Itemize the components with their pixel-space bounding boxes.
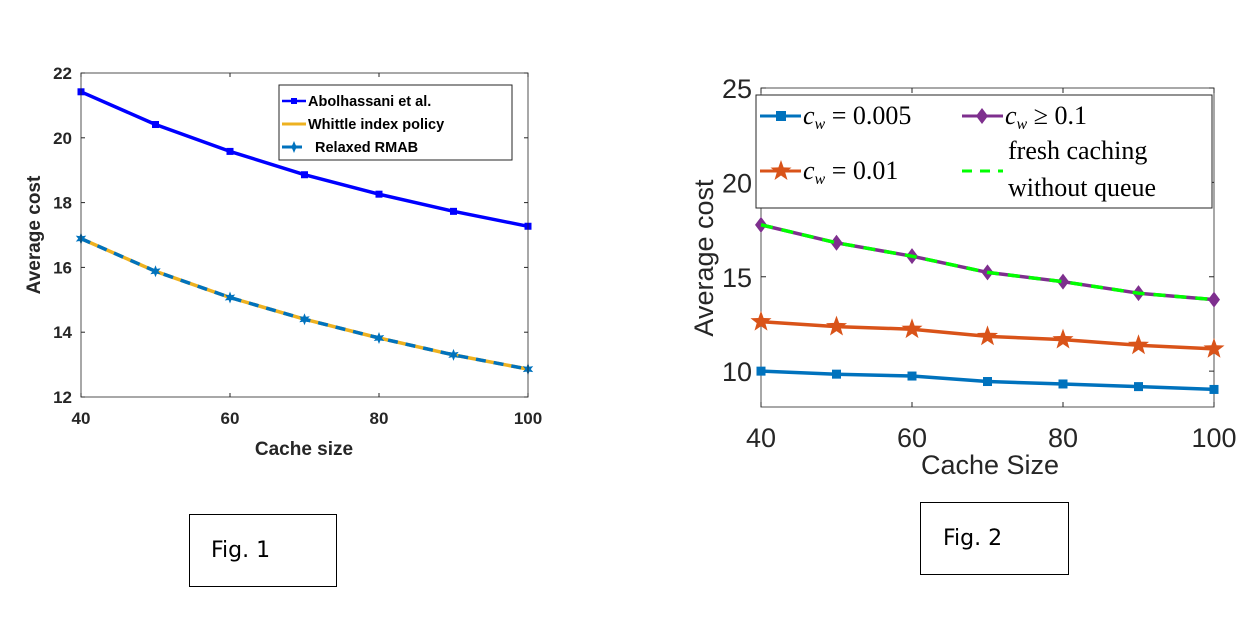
- data-point-square: [152, 121, 159, 129]
- legend-marker-square: [291, 98, 297, 104]
- series-line-relaxed-rmab: [80, 236, 529, 371]
- legend-label-fresh-caching-line1: fresh caching: [1008, 136, 1147, 165]
- legend-label-abolhassani: Abolhassani et al.: [308, 94, 431, 110]
- legend-marker-square: [776, 111, 786, 121]
- data-point-square: [1134, 382, 1143, 392]
- legend-marker-diamond: [976, 108, 988, 124]
- y-tick-label: 20: [53, 129, 72, 148]
- data-point-square: [1058, 379, 1068, 389]
- x-tick-label: 100: [514, 409, 542, 428]
- data-point-square: [1209, 384, 1219, 394]
- data-point-square: [907, 371, 917, 381]
- series-line-fresh-caching-without-queue: [760, 223, 1215, 302]
- data-point-star: [1203, 337, 1225, 358]
- y-tick-label: 20: [722, 168, 752, 198]
- figure-1-legend: Abolhassani et al. Whittle index policy …: [278, 84, 513, 161]
- y-tick-label: 22: [53, 64, 72, 83]
- figure-2-axes-frame: [760, 87, 1215, 408]
- data-point-star: [373, 332, 385, 344]
- legend-label-fresh-caching-line2: without queue: [1008, 173, 1156, 202]
- x-tick-label: 60: [897, 423, 927, 453]
- legend-label-whittle: Whittle index policy: [308, 117, 444, 133]
- legend-marker-star: [770, 160, 792, 180]
- data-point-star: [150, 265, 161, 278]
- y-tick-label: 16: [53, 258, 72, 277]
- data-point-star: [224, 291, 236, 304]
- data-point-square: [832, 369, 841, 379]
- figure-2-ticks: 40 60 80 100 10 15 20 25: [722, 74, 1237, 453]
- x-tick-label: 80: [1048, 423, 1078, 453]
- data-point-square: [375, 190, 383, 198]
- legend-cw-subscript: w: [815, 116, 826, 133]
- data-point-diamond: [1208, 291, 1220, 308]
- data-point-star: [977, 325, 998, 346]
- data-point-star: [299, 313, 310, 326]
- y-tick-label: 10: [722, 357, 752, 387]
- data-point-square: [450, 207, 457, 215]
- y-tick-label: 12: [53, 388, 72, 407]
- legend-cw-subscript: w: [815, 171, 826, 188]
- figure-1-caption-box: Fig. 1: [189, 514, 337, 587]
- data-point-star: [1128, 334, 1149, 355]
- data-point-star: [750, 310, 772, 331]
- data-point-star: [826, 315, 847, 336]
- y-tick-label: 14: [53, 323, 72, 342]
- legend-label-relaxed-rmab: Relaxed RMAB: [315, 140, 418, 156]
- legend-label-cw-0005: cw = 0.005: [803, 101, 911, 133]
- figure-1-x-axis-label: Cache size: [255, 439, 353, 460]
- data-point-square: [301, 171, 308, 179]
- legend-cw-symbol: c: [803, 101, 815, 130]
- data-point-star: [1052, 328, 1074, 349]
- legend-label-cw-001: cw = 0.01: [803, 156, 898, 188]
- data-point-star: [901, 318, 923, 339]
- figure-2-caption-box: Fig. 2: [920, 502, 1069, 575]
- y-tick-label: 18: [53, 194, 72, 213]
- x-tick-label: 100: [1191, 423, 1236, 453]
- figure-1-ticks: 40 60 80 100 12 14 16 18 20 22: [53, 64, 542, 428]
- legend-label-cw-ge-01: cw ≥ 0.1: [1005, 101, 1087, 133]
- data-point-star: [448, 348, 459, 361]
- x-tick-label: 40: [746, 423, 776, 453]
- data-point-square: [756, 366, 766, 376]
- data-point-diamond: [830, 234, 843, 251]
- figure-2-legend: cw = 0.005 cw ≥ 0.1 cw = 0.01 fresh cach…: [755, 94, 1213, 209]
- legend-cw-value: = 0.01: [825, 156, 898, 185]
- data-point-square: [983, 377, 992, 387]
- y-tick-label: 15: [722, 263, 752, 293]
- figure-2-caption: Fig. 2: [943, 526, 1003, 551]
- x-tick-label: 60: [221, 409, 240, 428]
- figure-1-y-axis-label: Average cost: [24, 175, 45, 294]
- figure-2-x-axis-label: Cache Size: [921, 450, 1059, 480]
- legend-cw-symbol: c: [1005, 101, 1017, 130]
- x-tick-label: 40: [72, 409, 91, 428]
- legend-cw-value: = 0.005: [825, 101, 911, 130]
- legend-cw-value: ≥ 0.1: [1027, 101, 1087, 130]
- figure-1-legend-box: [278, 84, 513, 161]
- figure-1-axes-frame: [80, 72, 529, 398]
- series-line-c-w-0-1: [760, 223, 1215, 302]
- figure-2-series-group: [750, 216, 1225, 394]
- legend-cw-subscript: w: [1017, 116, 1028, 133]
- y-tick-label: 25: [722, 74, 752, 104]
- x-tick-label: 80: [370, 409, 389, 428]
- figure-1-chart: 40 60 80 100 12 14 16 18 20 22 Cache size Average…: [24, 64, 542, 460]
- figure-2-y-axis-label: Average cost: [689, 179, 719, 337]
- legend-cw-symbol: c: [803, 156, 815, 185]
- figure-2-chart: 40 60 80 100 10 15 20 25 Cache Size Average cos…: [689, 74, 1237, 480]
- data-point-square: [226, 147, 234, 155]
- legend-marker-star: [288, 141, 300, 153]
- figure-1-caption: Fig. 1: [211, 538, 271, 563]
- data-point-diamond: [1057, 273, 1069, 290]
- series-line-whittle-index-policy: [80, 236, 529, 371]
